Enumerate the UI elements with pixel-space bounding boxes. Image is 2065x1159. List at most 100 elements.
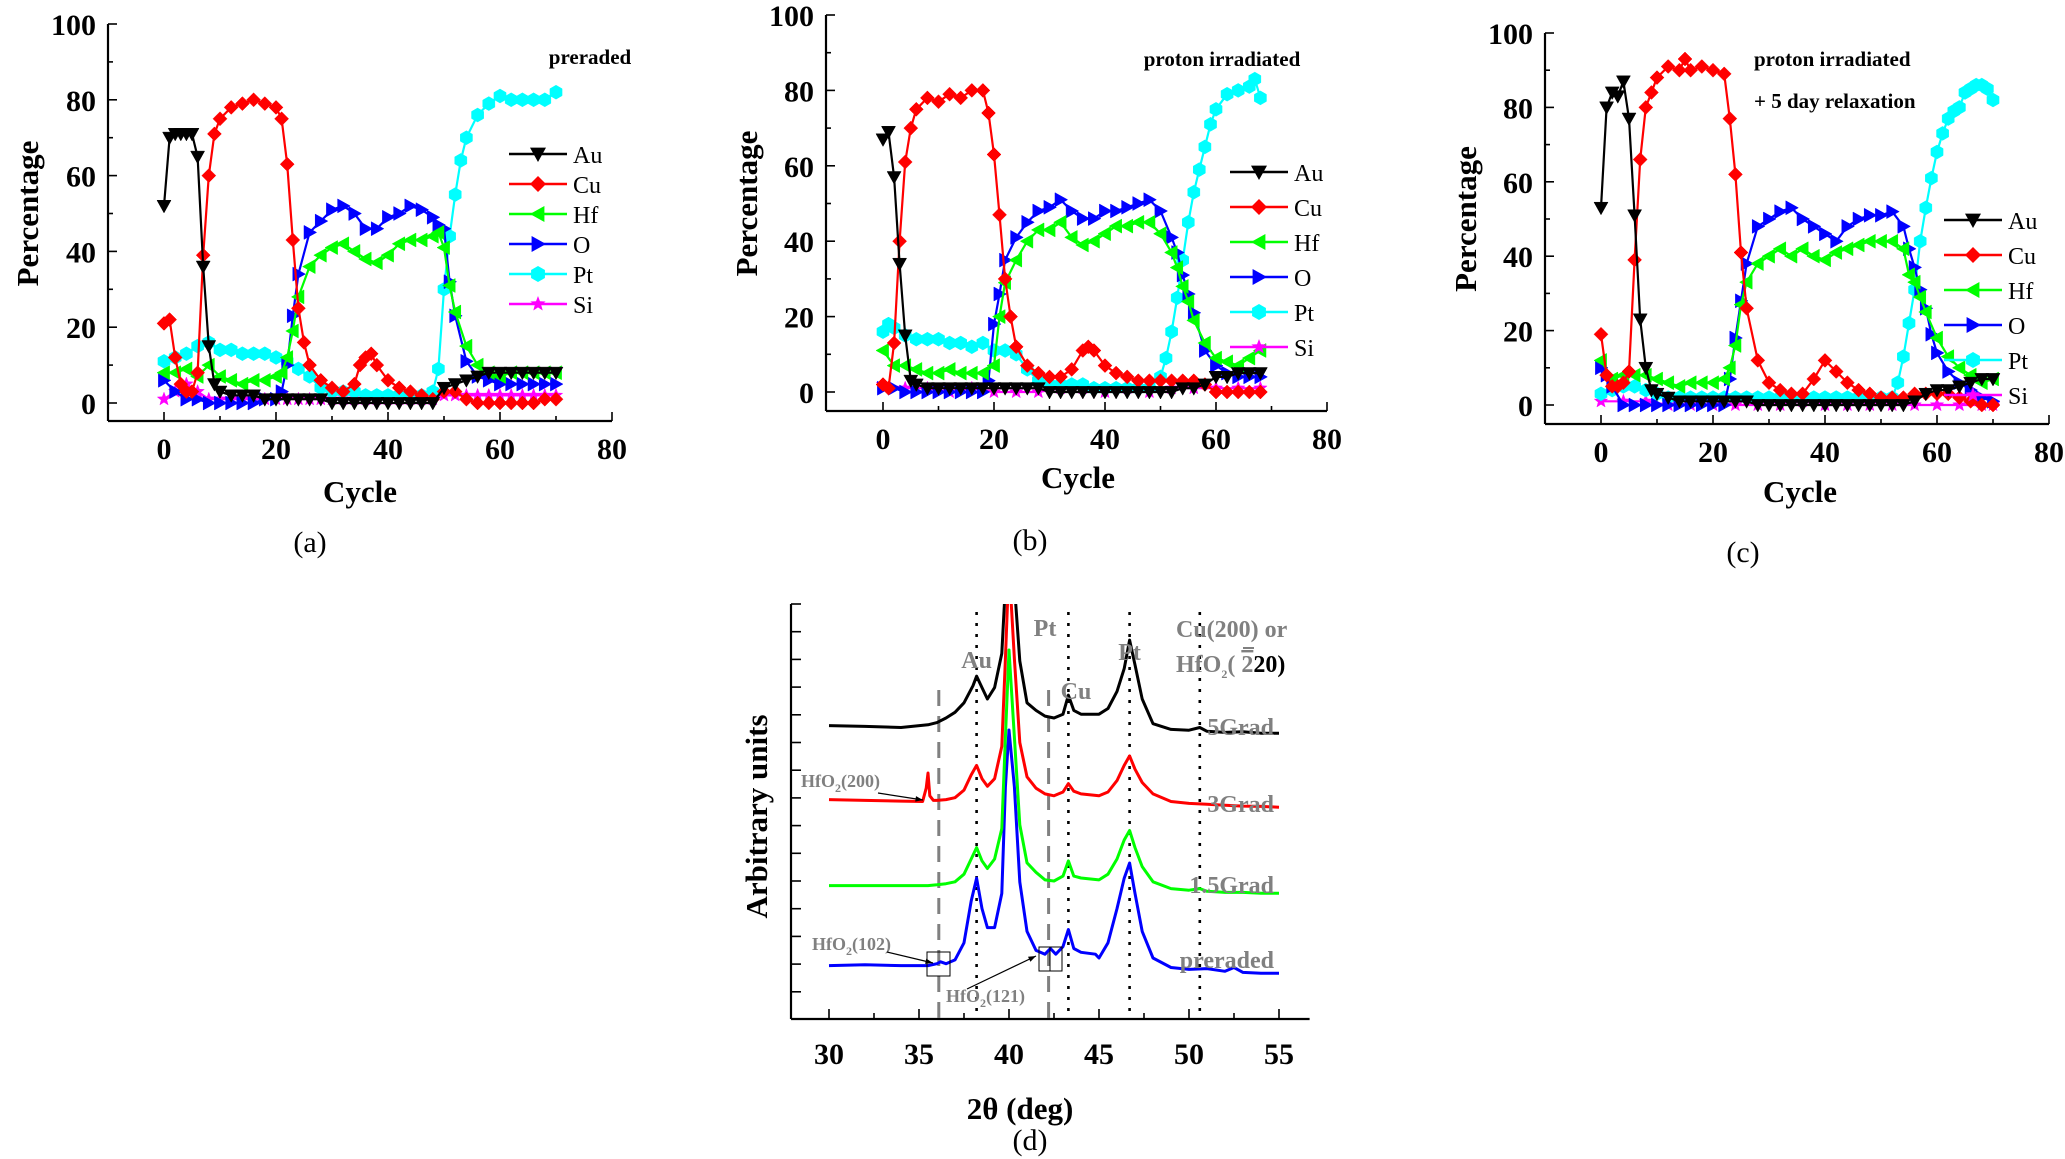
point-o bbox=[393, 206, 407, 221]
point-pt bbox=[1925, 170, 1938, 186]
point-au bbox=[964, 382, 980, 396]
x-tick-label: 80 bbox=[2034, 436, 2064, 469]
panel-a: 0 20 40 60 80 100 0 20 40 60 80 Cycle Percentage (a) p… bbox=[10, 9, 632, 559]
point-au bbox=[1727, 395, 1743, 409]
point-cu bbox=[380, 372, 396, 388]
point-cu bbox=[1042, 369, 1057, 385]
point-pt bbox=[943, 335, 956, 351]
point-au bbox=[526, 366, 542, 381]
point-au bbox=[1772, 399, 1788, 413]
y-tick-label: 100 bbox=[769, 0, 814, 33]
point-hf bbox=[279, 350, 294, 365]
point-cu bbox=[1064, 362, 1080, 377]
legend-marker bbox=[530, 147, 546, 162]
point-au bbox=[1739, 395, 1755, 409]
y-tick-label: 40 bbox=[784, 226, 814, 259]
point-cu bbox=[1705, 62, 1721, 78]
point-hf bbox=[875, 343, 889, 358]
point-o bbox=[1751, 218, 1766, 234]
point-pt bbox=[998, 343, 1012, 358]
point-cu bbox=[526, 395, 541, 411]
point-o bbox=[1088, 211, 1102, 227]
point-hf bbox=[1783, 248, 1798, 264]
point-au bbox=[1108, 386, 1124, 400]
point-hf bbox=[1197, 335, 1211, 351]
series-au bbox=[1593, 75, 2001, 413]
prefix: HfO bbox=[946, 986, 980, 1006]
point-cu bbox=[537, 391, 553, 407]
x-axis-title: Cycle bbox=[1763, 474, 1837, 509]
point-o bbox=[1043, 199, 1058, 215]
legend-item-pt: Pt bbox=[1230, 301, 1314, 327]
x-tick-label: 45 bbox=[1084, 1038, 1114, 1071]
point-pt bbox=[1986, 92, 2000, 108]
point-pt bbox=[921, 331, 934, 347]
point-hf bbox=[1041, 222, 1056, 238]
point-au bbox=[1075, 386, 1091, 400]
point-cu bbox=[207, 126, 222, 142]
point-au bbox=[425, 397, 441, 411]
point-au bbox=[268, 393, 284, 407]
point-o bbox=[1651, 397, 1665, 413]
point-o bbox=[1796, 211, 1811, 227]
point-cu bbox=[1694, 59, 1710, 74]
point-pt bbox=[516, 92, 529, 108]
legend-label: Hf bbox=[2008, 279, 2033, 305]
series-hf bbox=[1593, 233, 1999, 394]
legend-item-cu: Cu bbox=[1944, 244, 2036, 270]
point-pt bbox=[965, 339, 979, 355]
point-hf bbox=[458, 338, 473, 354]
point-hf bbox=[470, 357, 484, 373]
legend-label: Au bbox=[1294, 161, 1323, 187]
xrd-series-label: 5Grad bbox=[1207, 715, 1274, 741]
y-axis-title: Percentage bbox=[1448, 146, 1483, 292]
point-o bbox=[1863, 207, 1878, 223]
legend-label: Pt bbox=[1294, 301, 1314, 327]
point-au bbox=[1907, 395, 1923, 409]
legend-item-au: Au bbox=[509, 143, 602, 169]
point-o bbox=[516, 376, 530, 392]
y-axis-title: Arbitrary units bbox=[739, 714, 774, 918]
annotation-arrow-line bbox=[886, 951, 934, 964]
point-hf bbox=[975, 365, 989, 381]
point-au bbox=[290, 393, 306, 407]
point-au bbox=[436, 381, 452, 396]
point-pt bbox=[1981, 81, 1994, 97]
legend-label: Cu bbox=[573, 173, 601, 199]
point-pt bbox=[1181, 215, 1195, 230]
legend-marker bbox=[531, 266, 545, 282]
point-o bbox=[1143, 192, 1157, 208]
point-au bbox=[1153, 386, 1168, 400]
y-tick-label: 100 bbox=[51, 9, 96, 42]
point-cu bbox=[886, 335, 902, 351]
point-o bbox=[1010, 229, 1024, 245]
x-tick-label: 0 bbox=[876, 423, 891, 456]
point-au bbox=[1632, 313, 1648, 327]
point-hf bbox=[1716, 371, 1731, 387]
point-hf bbox=[1929, 330, 1943, 346]
legend-label: Pt bbox=[2008, 349, 2028, 375]
point-o bbox=[1076, 211, 1091, 227]
point-au bbox=[1610, 90, 1626, 104]
point-cu bbox=[1851, 382, 1866, 398]
legend-marker bbox=[1251, 199, 1267, 215]
legend-marker bbox=[1252, 304, 1266, 320]
point-au bbox=[1795, 399, 1811, 413]
point-cu bbox=[1728, 167, 1743, 182]
point-cu bbox=[223, 100, 239, 115]
series-cu bbox=[875, 83, 1268, 400]
point-au bbox=[1064, 386, 1080, 400]
point-cu bbox=[975, 83, 991, 98]
point-o bbox=[1785, 200, 1799, 216]
point-cu bbox=[1108, 365, 1124, 381]
point-hf bbox=[1086, 233, 1100, 249]
point-cu bbox=[459, 391, 474, 407]
point-o bbox=[214, 395, 228, 411]
point-pt bbox=[1204, 117, 1217, 132]
point-pt bbox=[448, 187, 462, 202]
point-hf bbox=[369, 255, 383, 271]
point-hf bbox=[1918, 304, 1932, 320]
point-o bbox=[1875, 207, 1889, 223]
point-pt bbox=[432, 361, 445, 377]
